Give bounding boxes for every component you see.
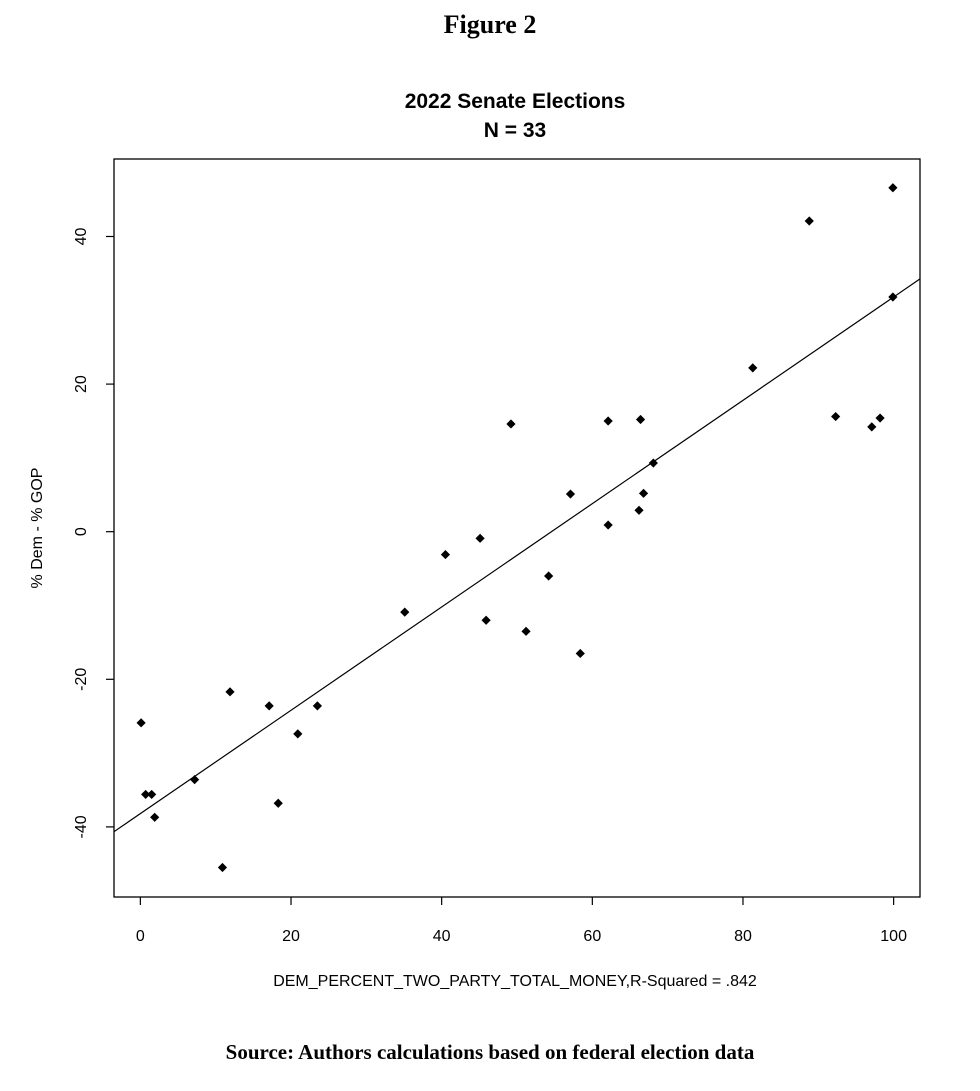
plot-area: 0 20 40 60 80 100 -40 -20 0 20 40: [73, 158, 921, 945]
data-point: [312, 701, 322, 711]
chart-title: 2022 Senate Elections: [405, 90, 626, 113]
x-tick-label: 0: [136, 928, 145, 945]
fit-line: [114, 278, 920, 833]
data-point: [875, 413, 885, 423]
data-point: [225, 687, 235, 697]
y-tick-label: -40: [73, 815, 90, 838]
data-point: [635, 414, 646, 425]
plot-frame: [113, 158, 921, 898]
data-point: [867, 422, 877, 432]
data-point: [888, 183, 898, 193]
data-point: [831, 411, 841, 422]
data-point: [603, 520, 613, 530]
scatter-chart: 2022 Senate Elections N = 33 0 20 40 60 80 10…: [29, 90, 921, 990]
y-tick-label: 0: [73, 527, 90, 536]
data-point: [475, 533, 485, 543]
y-tick-label: -20: [73, 668, 90, 691]
data-point: [638, 488, 649, 498]
data-point: [804, 216, 814, 226]
data-point: [440, 549, 451, 560]
data-point: [575, 648, 585, 659]
data-point: [506, 419, 516, 429]
data-point: [748, 363, 758, 373]
data-point: [648, 458, 658, 468]
x-tick-label: 40: [433, 928, 451, 945]
data-point: [273, 798, 283, 808]
data-point: [217, 862, 228, 873]
source-note: Source: Authors calculations based on fe…: [225, 1040, 755, 1064]
data-point: [190, 775, 200, 785]
x-tick-label: 100: [880, 928, 907, 945]
data-point: [136, 718, 146, 728]
data-point: [141, 789, 151, 800]
data-point: [521, 626, 531, 636]
data-point: [481, 615, 491, 625]
x-tick-label: 20: [282, 928, 300, 945]
data-point: [565, 489, 576, 499]
data-point: [544, 571, 554, 581]
x-axis-label: DEM_PERCENT_TWO_PARTY_TOTAL_MONEY,R-Squa…: [273, 973, 757, 990]
data-point: [264, 701, 274, 711]
data-point: [150, 812, 160, 822]
data-point: [634, 505, 644, 515]
data-point: [147, 789, 157, 800]
data-point: [603, 416, 613, 426]
y-axis-label: % Dem - % GOP: [29, 468, 46, 589]
figure-heading: Figure 2: [443, 10, 537, 39]
x-tick-label: 80: [734, 928, 752, 945]
data-point: [888, 292, 898, 302]
data-point: [293, 729, 303, 739]
data-point: [400, 607, 410, 617]
x-tick-label: 60: [583, 928, 601, 945]
y-tick-label: 20: [73, 375, 90, 393]
y-tick-label: 40: [73, 227, 90, 245]
chart-subtitle: N = 33: [484, 119, 546, 142]
